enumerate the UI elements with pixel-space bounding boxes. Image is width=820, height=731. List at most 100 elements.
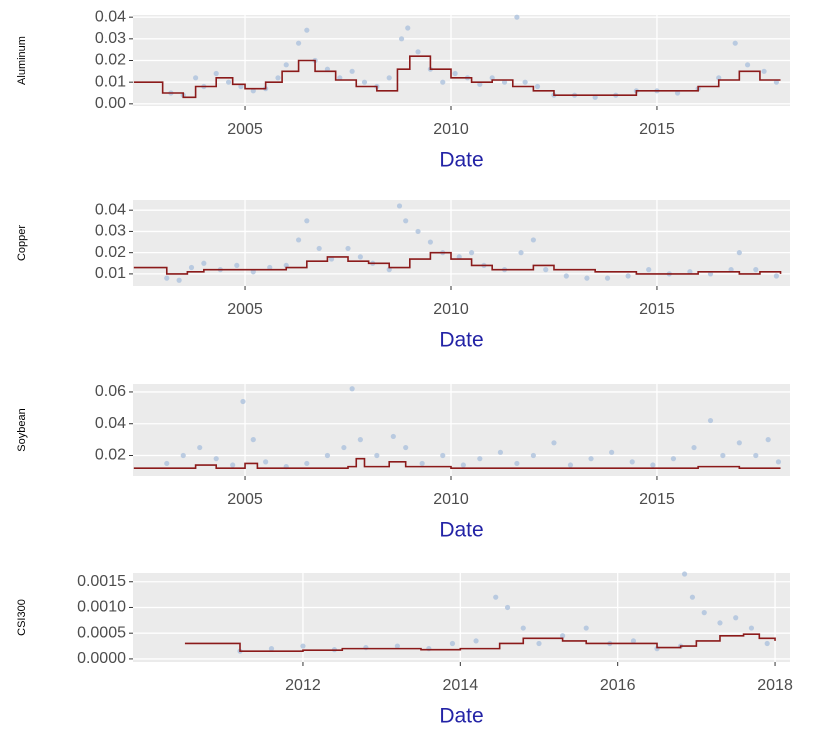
data-point <box>728 267 734 273</box>
data-point <box>493 594 499 600</box>
data-point <box>477 81 483 87</box>
x-tick-label: 2018 <box>757 677 793 694</box>
data-point <box>534 83 541 90</box>
data-point <box>283 262 289 269</box>
x-tick-label: 2012 <box>285 677 321 694</box>
x-tick-label: 2015 <box>639 491 675 508</box>
data-point <box>193 75 199 81</box>
data-point <box>522 79 528 85</box>
data-point <box>736 250 742 256</box>
step-line <box>133 55 781 99</box>
data-point <box>588 456 594 462</box>
data-point <box>180 452 186 459</box>
data-point <box>567 462 574 468</box>
data-point <box>357 437 363 443</box>
y-tick-label: 0.04 <box>95 201 126 218</box>
data-point <box>234 262 240 269</box>
x-tick-label: 2010 <box>433 121 469 138</box>
y-tick-label: 0.02 <box>95 447 126 464</box>
data-point <box>176 277 182 283</box>
x-tick-label: 2005 <box>227 491 263 508</box>
data-point <box>753 452 759 459</box>
data-point <box>390 433 396 440</box>
data-point <box>250 88 256 94</box>
data-point <box>477 456 483 462</box>
data-point <box>707 271 714 277</box>
x-tick-label: 2014 <box>443 677 479 694</box>
x-tick-label: 2015 <box>639 121 675 138</box>
y-axis-label: Copper <box>16 225 28 261</box>
data-point <box>201 260 207 266</box>
data-point <box>337 75 343 81</box>
data-point <box>518 250 524 256</box>
y-tick-label: 0.0005 <box>77 624 126 641</box>
y-tick-label: 0.04 <box>95 8 126 25</box>
data-point <box>456 254 462 260</box>
data-point <box>514 460 520 467</box>
data-point <box>504 604 511 611</box>
data-point <box>300 643 306 649</box>
data-point <box>403 444 409 451</box>
data-point <box>530 237 536 243</box>
y-tick-label: 0.03 <box>95 30 126 47</box>
data-point <box>497 449 504 455</box>
data-point <box>357 254 363 260</box>
panel: 0.00 0.01 0.02 0.03 0.04 2005 2010 2015 Aluminum… <box>16 8 790 172</box>
data-point <box>609 449 615 455</box>
data-point <box>188 264 195 271</box>
data-point <box>403 218 409 224</box>
data-point <box>164 275 170 281</box>
panel: 0.01 0.02 0.03 0.04 2005 2010 2015 Copper Date <box>16 200 790 352</box>
data-point <box>275 75 281 81</box>
data-point <box>263 459 269 465</box>
data-point <box>440 79 446 85</box>
panel: 0.02 0.04 0.06 2005 2010 2015 Soybean Date <box>16 383 790 542</box>
data-point <box>396 203 403 209</box>
data-point <box>394 643 400 649</box>
data-point <box>536 640 542 647</box>
data-point <box>398 36 405 42</box>
data-point <box>625 273 631 279</box>
data-point <box>197 444 203 451</box>
data-point <box>629 459 635 465</box>
data-point <box>374 452 380 459</box>
data-point <box>238 83 244 90</box>
plot-background <box>133 384 790 476</box>
data-point <box>415 49 421 55</box>
data-point <box>295 40 302 46</box>
y-axis-label: Soybean <box>16 408 28 451</box>
data-point <box>304 218 310 224</box>
data-point <box>250 437 256 443</box>
x-axis-label: Date <box>439 149 483 172</box>
y-tick-label: 0.01 <box>95 265 126 282</box>
data-point <box>773 79 780 85</box>
y-tick-label: 0.02 <box>95 52 126 69</box>
x-tick-label: 2016 <box>600 677 636 694</box>
x-axis-label: Date <box>439 329 483 352</box>
data-point <box>164 460 170 467</box>
data-point <box>468 250 475 256</box>
data-point <box>681 571 688 577</box>
data-point <box>419 460 425 467</box>
y-tick-label: 0.00 <box>95 95 126 112</box>
y-axis-label: CSI300 <box>16 599 28 636</box>
data-point <box>716 75 722 81</box>
y-tick-label: 0.04 <box>95 415 126 432</box>
data-point <box>460 462 466 468</box>
data-point <box>349 68 355 74</box>
plot-background <box>133 200 790 286</box>
panel: 0.0000 0.0005 0.0010 0.0015 2012 2014 2016 2018… <box>16 571 793 728</box>
data-point <box>761 68 767 74</box>
data-point <box>691 444 697 451</box>
data-point <box>773 273 780 279</box>
data-point <box>748 625 755 631</box>
data-point <box>689 594 696 600</box>
data-point <box>268 646 275 652</box>
data-point <box>604 275 611 281</box>
data-point <box>345 245 351 252</box>
data-point <box>213 70 219 77</box>
data-point <box>304 460 310 467</box>
data-point <box>304 27 310 33</box>
data-point <box>670 456 677 462</box>
